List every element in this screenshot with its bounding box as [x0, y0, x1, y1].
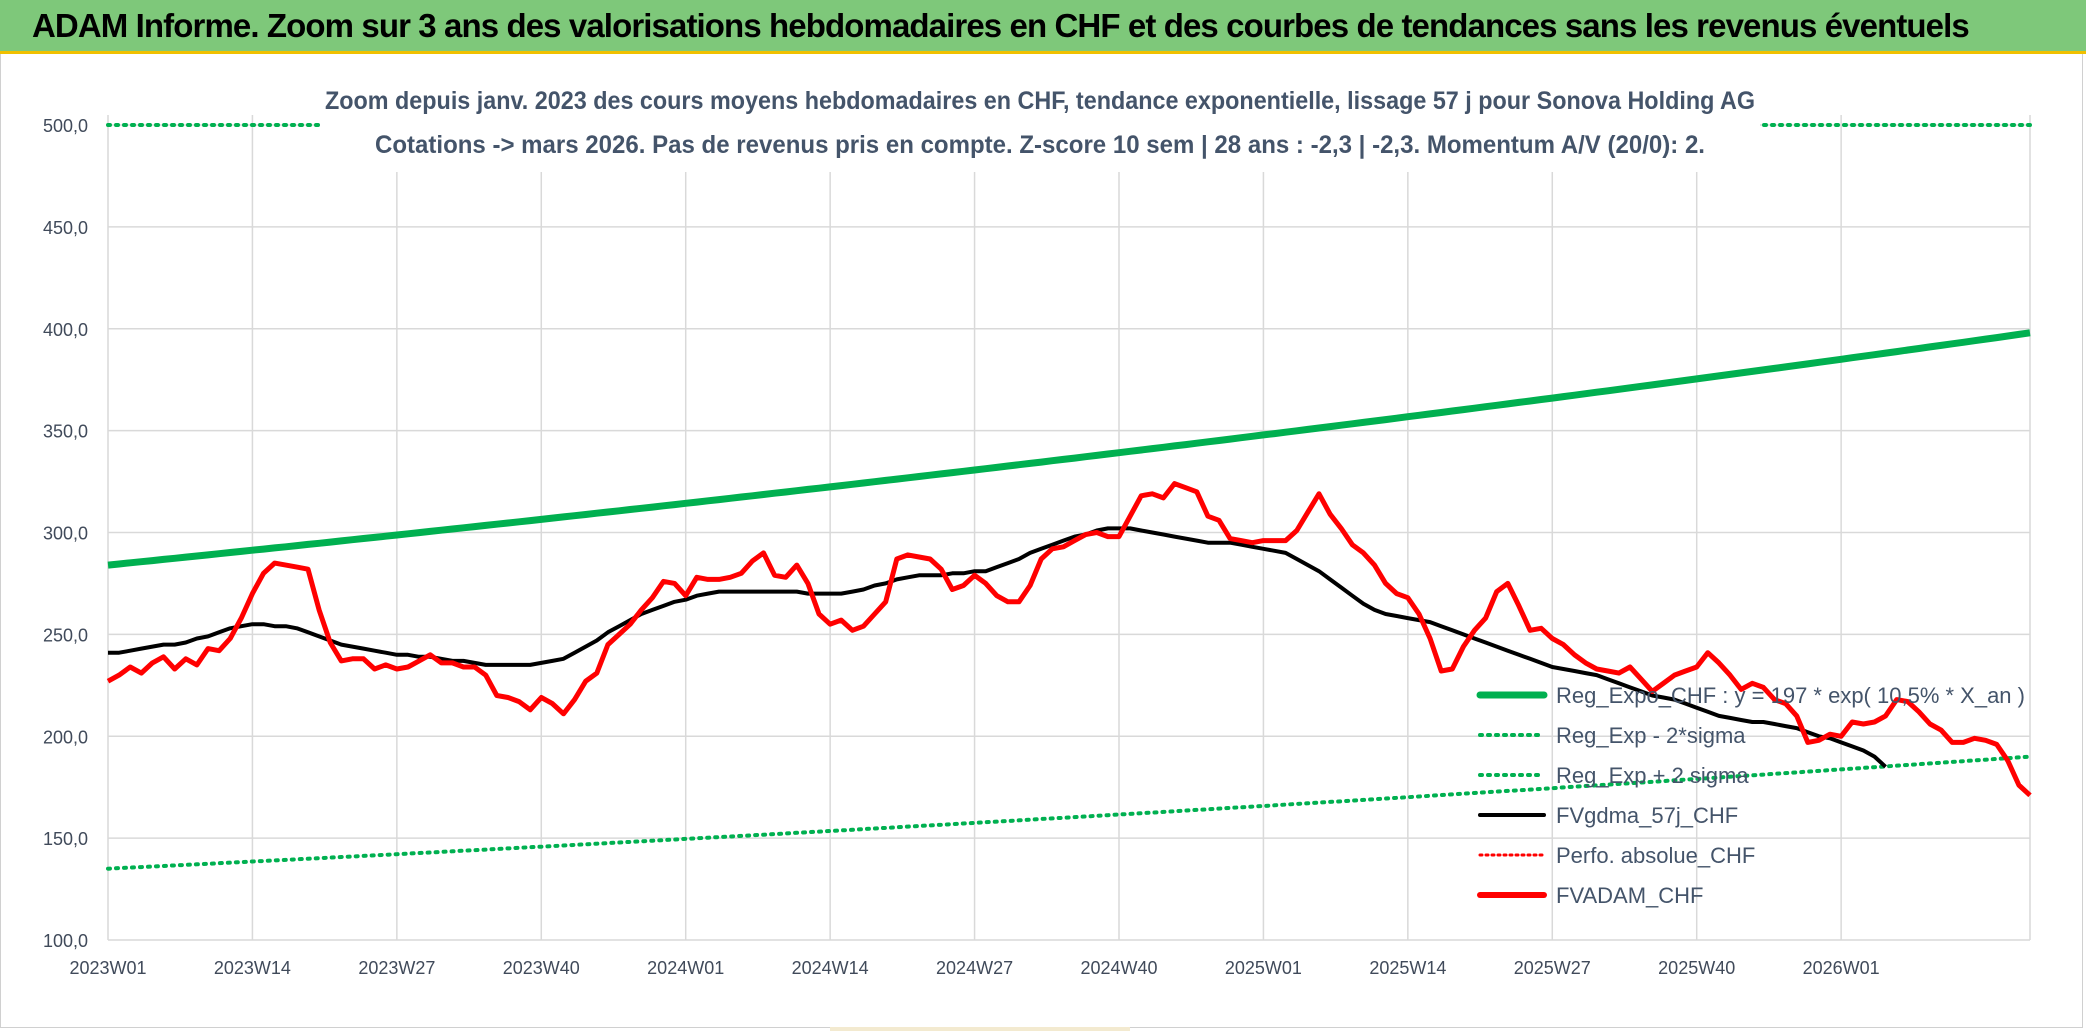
legend-label-reg_plus: Reg_Exp + 2 sigma: [1556, 763, 1749, 788]
report-banner: ADAM Informe. Zoom sur 3 ans des valoris…: [0, 0, 2086, 54]
chart-subtitle-line-2: Cotations -> mars 2026. Pas de revenus p…: [375, 131, 1705, 159]
y-tick-label: 450,0: [43, 218, 88, 238]
x-tick-label: 2026W01: [1803, 958, 1880, 978]
x-tick-label: 2023W01: [69, 958, 146, 978]
banner-title: ADAM Informe. Zoom sur 3 ans des valoris…: [32, 7, 1970, 44]
x-tick-label: 2023W14: [214, 958, 291, 978]
y-tick-label: 150,0: [43, 829, 88, 849]
y-tick-label: 500,0: [43, 116, 88, 136]
x-tick-label: 2024W27: [936, 958, 1013, 978]
axis-layer: 100,0 150,0 200,0 250,0 300,0 350,0 400,0 450,0…: [43, 116, 1880, 978]
x-tick-label: 2024W14: [792, 958, 869, 978]
chart-subtitle-line-1: Zoom depuis janv. 2023 des cours moyens …: [325, 87, 1755, 115]
legend-label-perfo: Perfo. absolue_CHF: [1556, 843, 1755, 868]
y-tick-label: 350,0: [43, 422, 88, 442]
x-tick-label: 2024W01: [647, 958, 724, 978]
subtitle-background: [320, 80, 1760, 172]
y-tick-label: 200,0: [43, 727, 88, 747]
legend-label-reg_minus: Reg_Exp - 2*sigma: [1556, 723, 1746, 748]
x-tick-label: 2025W40: [1658, 958, 1735, 978]
legend-label-fvgdma: FVgdma_57j_CHF: [1556, 803, 1738, 828]
grid-layer: [107, 115, 2031, 941]
reg-expo-line: [107, 329, 2031, 569]
text-layer: Zoom depuis janv. 2023 des cours moyens …: [320, 80, 1760, 172]
fvgdma-57j-line: [108, 526, 1887, 769]
legend-layer: Reg_Expo_CHF : y = 197 * exp( 10,5% * X_…: [1476, 683, 2025, 908]
bottom-strip: [830, 1027, 1130, 1031]
x-tick-label: 2024W40: [1080, 958, 1157, 978]
x-tick-label: 2023W27: [358, 958, 435, 978]
x-tick-label: 2025W14: [1369, 958, 1446, 978]
y-tick-label: 100,0: [43, 931, 88, 951]
legend-label-fvadam: FVADAM_CHF: [1556, 883, 1704, 908]
reg-exp-minus-2sigma-line: [106, 754, 2032, 871]
y-tick-label: 400,0: [43, 320, 88, 340]
x-tick-label: 2025W01: [1225, 958, 1302, 978]
legend-label-reg_expo: Reg_Expo_CHF : y = 197 * exp( 10,5% * X_…: [1556, 683, 2025, 708]
x-tick-label: 2025W27: [1514, 958, 1591, 978]
fvadam-line: [106, 481, 2032, 798]
x-tick-label: 2023W40: [503, 958, 580, 978]
y-tick-label: 250,0: [43, 625, 88, 645]
y-tick-label: 300,0: [43, 524, 88, 544]
